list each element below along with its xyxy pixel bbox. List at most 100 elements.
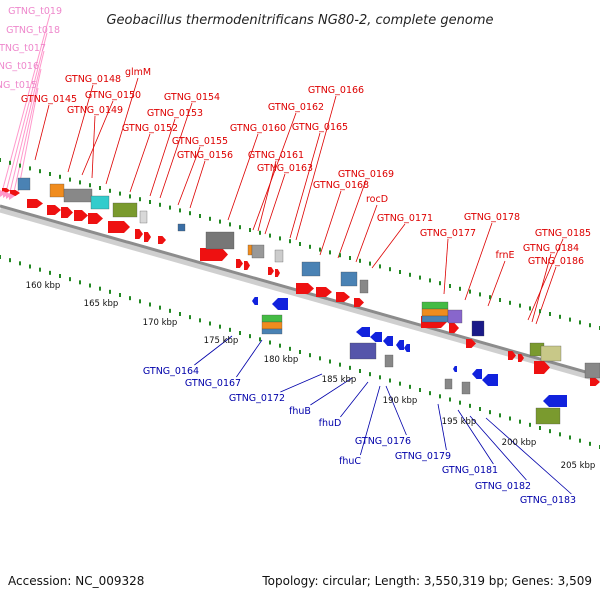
track-dot xyxy=(179,312,181,316)
gene-feature-box xyxy=(63,188,93,203)
track-dot xyxy=(319,356,321,361)
track-dot xyxy=(349,256,351,260)
track-dot xyxy=(9,258,11,263)
gene-feature-box xyxy=(274,249,284,263)
forward-gene-arrow xyxy=(88,213,103,224)
track-dot xyxy=(279,343,281,348)
reverse-gene-arrow xyxy=(482,374,498,386)
leader-line xyxy=(464,222,493,301)
track-dot xyxy=(259,230,261,235)
track-dot xyxy=(589,323,591,328)
dotted-tracks xyxy=(0,158,600,449)
trna-label-gtng-t015: GTNG_t015 xyxy=(0,80,37,91)
reverse-gene-arrow xyxy=(453,366,457,372)
gene-feature-box xyxy=(112,202,138,218)
track-dot xyxy=(469,289,471,294)
track-dot xyxy=(569,317,571,322)
track-dot xyxy=(479,407,481,411)
gene-feature-box xyxy=(384,354,394,368)
track-dot xyxy=(169,308,171,313)
track-dot xyxy=(529,422,531,427)
leader-line xyxy=(385,385,407,436)
track-dot xyxy=(19,163,21,168)
leader-line xyxy=(437,403,447,451)
leader-line xyxy=(105,77,139,185)
leader-line xyxy=(34,104,50,161)
track-dot xyxy=(0,255,1,259)
forward-gene-arrow xyxy=(275,269,280,277)
gene-feature-box xyxy=(247,244,253,256)
scale-label: 205 kbp xyxy=(561,461,596,471)
reverse-gene-arrow xyxy=(404,344,410,352)
track-dot xyxy=(129,194,131,199)
gene-label-gtng-0186: GTNG_0186 xyxy=(528,256,584,267)
trna-gene-arrow xyxy=(9,193,15,200)
gene-label-gtng-0155: GTNG_0155 xyxy=(172,136,228,147)
gene-label-gtng-0177: GTNG_0177 xyxy=(420,228,476,239)
track-dot xyxy=(199,318,201,323)
gene-label-gtng-0184: GTNG_0184 xyxy=(523,243,579,254)
forward-gene-arrow xyxy=(336,292,350,302)
gene-label-gtng-0178: GTNG_0178 xyxy=(464,212,520,223)
track-dot xyxy=(89,283,91,288)
gene-feature-box xyxy=(90,195,110,210)
gene-label-gtng-0164: GTNG_0164 xyxy=(143,366,199,377)
leader-line xyxy=(295,95,337,241)
track-dot xyxy=(539,426,541,430)
track-dot xyxy=(559,314,561,319)
gene-feature-box xyxy=(17,177,31,191)
gene-feature-box xyxy=(461,381,471,395)
track-dot xyxy=(89,183,91,188)
track-dot xyxy=(399,270,401,274)
track-dot xyxy=(419,388,421,392)
forward-gene-arrow xyxy=(354,298,364,307)
forward-gene-arrow xyxy=(135,229,143,239)
gene-label-gtng-0183: GTNG_0183 xyxy=(520,495,576,506)
leader-line xyxy=(487,260,506,307)
gene-label-gtng-0185: GTNG_0185 xyxy=(535,228,591,239)
track-dot xyxy=(379,375,381,380)
track-dot xyxy=(389,378,391,383)
track-dot xyxy=(359,369,361,373)
gene-label-gtng-0168: GTNG_0168 xyxy=(313,180,369,191)
track-dot xyxy=(309,353,311,358)
track-dot xyxy=(239,225,241,230)
track-dot xyxy=(249,334,251,339)
track-dot xyxy=(39,267,41,272)
trna-leader-line xyxy=(17,87,39,193)
track-dot xyxy=(469,403,471,408)
forward-gene-arrow xyxy=(466,339,476,348)
forward-gene-arrow xyxy=(61,207,73,218)
scale-label: 165 kbp xyxy=(84,299,119,309)
leader-line xyxy=(252,112,297,231)
gene-features xyxy=(0,177,600,425)
leader-line xyxy=(280,373,323,393)
forward-gene-arrow xyxy=(508,351,516,360)
forward-gene-arrow xyxy=(244,261,250,270)
track-dot xyxy=(589,441,591,446)
gene-feature-box xyxy=(251,244,265,259)
track-dot xyxy=(39,169,41,174)
gene-feature-box xyxy=(301,261,321,277)
leader-line xyxy=(81,100,114,176)
forward-gene-arrow xyxy=(47,205,61,215)
trna-label-gtng-t017: GTNG_t017 xyxy=(0,43,46,54)
gene-feature-box xyxy=(340,271,358,287)
gene-label-gtng-0166: GTNG_0166 xyxy=(308,85,364,96)
trna-label-gtng-t016: GTNG_t016 xyxy=(0,61,39,72)
track-dot xyxy=(459,286,461,291)
track-dot xyxy=(379,264,381,269)
scale-label: 180 kbp xyxy=(264,355,299,365)
gene-label-glmm: glmM xyxy=(125,67,151,78)
leader-line xyxy=(177,146,201,206)
reverse-gene-arrow xyxy=(272,298,288,310)
gene-label-gtng-0156: GTNG_0156 xyxy=(177,150,233,161)
scale-label: 185 kbp xyxy=(322,375,357,385)
track-dot xyxy=(409,272,411,277)
track-dot xyxy=(309,244,311,249)
leader-line xyxy=(485,417,572,495)
gene-label-gtng-0163: GTNG_0163 xyxy=(257,163,313,174)
gene-feature-box xyxy=(261,314,283,323)
leader-line xyxy=(236,339,263,378)
